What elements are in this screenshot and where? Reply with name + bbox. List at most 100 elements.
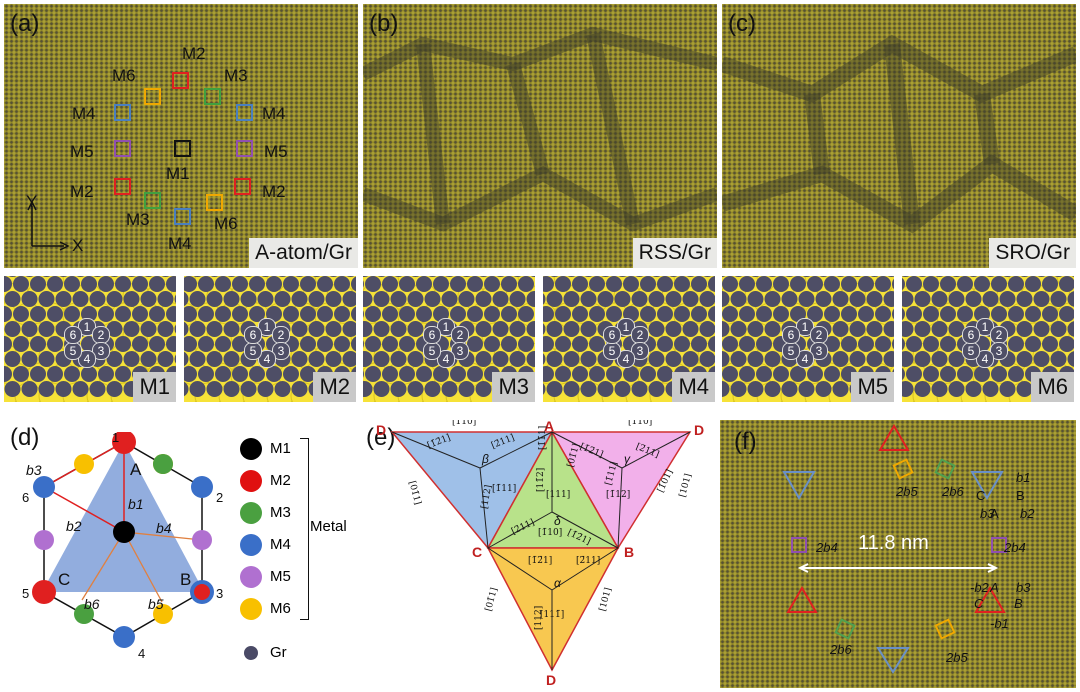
direction-7: [1̄11] bbox=[492, 484, 517, 494]
legend-label-Gr: Gr bbox=[270, 644, 287, 661]
bond-b5: b5 bbox=[148, 596, 164, 612]
site-5: 5 bbox=[64, 342, 82, 360]
marker-label-10: M3 bbox=[126, 210, 150, 229]
bond-b3: b3 bbox=[26, 462, 42, 478]
corner-B: B bbox=[624, 544, 635, 560]
subpanel-M5: 1 2 3 4 5 6 M5 bbox=[722, 276, 894, 402]
marker-box-7 bbox=[236, 140, 253, 157]
direction-21: [2̄11] bbox=[576, 556, 601, 566]
site-6: 6 bbox=[603, 326, 621, 344]
legend-label-M6: M6 bbox=[270, 600, 291, 617]
legend-swatch-M3 bbox=[240, 502, 262, 524]
marker-box-3 bbox=[114, 104, 131, 121]
legend-swatch-M4 bbox=[240, 534, 262, 556]
corner-D-bottom: D bbox=[546, 672, 557, 688]
site-2: 2 bbox=[810, 326, 828, 344]
panel-e-label: (e) bbox=[366, 424, 396, 451]
corner-C: C bbox=[472, 544, 483, 560]
site-5: 5 bbox=[423, 342, 441, 360]
legend-label-M5: M5 bbox=[270, 568, 291, 585]
bond-b6: b6 bbox=[84, 596, 100, 612]
panel-c-tag: SRO/Gr bbox=[989, 238, 1076, 268]
f-label-7: B bbox=[1016, 488, 1025, 503]
bond-b4: b4 bbox=[156, 520, 172, 536]
axis-arrows bbox=[27, 200, 70, 251]
direction-20: [1̄2̄1] bbox=[528, 556, 553, 566]
marker-box-8 bbox=[114, 178, 131, 195]
marker-label-9: M2 bbox=[262, 182, 286, 201]
site-6: 6 bbox=[64, 326, 82, 344]
panel-e: (e) A B C D D D β γ δ α [1̄10] [1̄10] [1̄2… bbox=[360, 420, 710, 690]
rect-purple-right bbox=[991, 537, 1007, 553]
marker-label-12: M4 bbox=[168, 234, 192, 253]
rect-green-top bbox=[934, 458, 956, 480]
vector-map bbox=[782, 424, 1007, 674]
panel-d: (d) 1 2 3 4 5 6 A B C b1 b2 b3 b4 b5 b6 … bbox=[4, 420, 354, 690]
f-label-16: -b2 bbox=[970, 580, 989, 595]
panel-c-label: (c) bbox=[728, 10, 756, 37]
direction-14: [11̄2] bbox=[536, 467, 546, 492]
f-label-4: 2b6 bbox=[830, 642, 852, 657]
greek-alpha: α bbox=[554, 576, 561, 590]
direction-23: [111̄] bbox=[540, 610, 565, 620]
rect-purple-left bbox=[791, 537, 807, 553]
tri-blue-right bbox=[970, 471, 1004, 501]
f-label-12: A bbox=[990, 580, 999, 595]
f-label-9: b1 bbox=[1016, 470, 1031, 485]
subpanel-tag: M2 bbox=[313, 372, 356, 402]
marker-label-5: M5 bbox=[70, 142, 94, 161]
legend-label-M2: M2 bbox=[270, 472, 291, 489]
site-4: 4 bbox=[258, 350, 276, 368]
rect-yellow-bottom bbox=[934, 618, 956, 640]
bond-b1: b1 bbox=[128, 496, 144, 512]
f-label-14: C bbox=[974, 596, 984, 611]
direction-16: [111] bbox=[546, 490, 571, 500]
panel-d-label: (d) bbox=[10, 424, 40, 451]
tri-red-left bbox=[786, 586, 818, 613]
legend-label-M3: M3 bbox=[270, 504, 291, 521]
greek-beta: β bbox=[482, 452, 489, 466]
panel-b: (b) RSS/Gr bbox=[363, 4, 717, 268]
distance-label: 11.8 nm bbox=[858, 532, 929, 554]
subpanel-tag: M5 bbox=[851, 372, 894, 402]
legend-swatch-M2 bbox=[240, 470, 262, 492]
subpanel-M3: 1 2 3 4 5 6 M3 bbox=[363, 276, 535, 402]
tri-blue-bottom bbox=[876, 647, 910, 674]
marker-label-1: M6 bbox=[112, 66, 136, 85]
legend-swatch-M1 bbox=[240, 438, 262, 460]
site-4: 4 bbox=[437, 350, 455, 368]
panel-a-label: (a) bbox=[10, 10, 40, 37]
marker-label-6: M1 bbox=[166, 164, 190, 183]
marker-label-0: M2 bbox=[182, 44, 206, 63]
legend-swatch-M5 bbox=[240, 566, 262, 588]
direction-11: [1̄12] bbox=[606, 490, 631, 500]
direction-19: [1̄10] bbox=[538, 528, 563, 538]
tri-blue-left bbox=[782, 471, 816, 501]
site-4: 4 bbox=[976, 350, 994, 368]
subpanel-M1: 1 2 3 4 5 6 M1 bbox=[4, 276, 176, 402]
vertex-2: 2 bbox=[216, 490, 224, 505]
corner-A: A bbox=[544, 420, 555, 434]
f-label-15: -b1 bbox=[990, 616, 1009, 631]
sro-cells bbox=[722, 34, 1076, 234]
direction-10: [1̄1̄1] bbox=[538, 425, 548, 450]
direction-1: [1̄10] bbox=[628, 420, 653, 427]
marker-box-5 bbox=[114, 140, 131, 157]
tri-B: B bbox=[180, 570, 192, 589]
site-6: 6 bbox=[244, 326, 262, 344]
panel-b-tag: RSS/Gr bbox=[632, 238, 717, 268]
site-2: 2 bbox=[631, 326, 649, 344]
marker-label-11: M6 bbox=[214, 214, 238, 233]
panel-a-tag: A-atom/Gr bbox=[249, 238, 358, 268]
marker-box-12 bbox=[174, 208, 191, 225]
stereographic-triangle bbox=[390, 430, 692, 672]
site-6: 6 bbox=[962, 326, 980, 344]
marker-box-0 bbox=[172, 72, 189, 89]
tri-A: A bbox=[130, 460, 142, 479]
vertex-3: 3 bbox=[216, 586, 224, 601]
legend-swatch-Gr bbox=[244, 646, 258, 660]
f-label-17: b3 bbox=[1016, 580, 1031, 595]
site-4: 4 bbox=[796, 350, 814, 368]
hex-diagram bbox=[32, 432, 214, 648]
